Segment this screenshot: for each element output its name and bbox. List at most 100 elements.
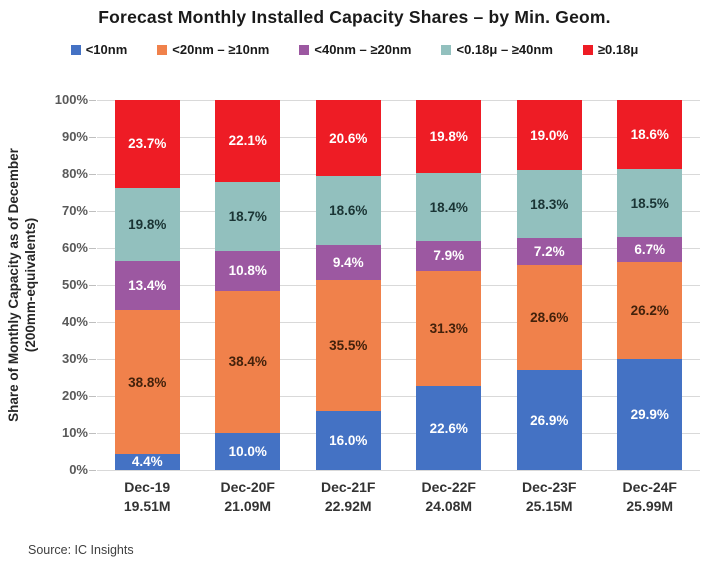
- bar-segment: 38.4%: [215, 290, 281, 433]
- x-axis-total: 25.15M: [525, 498, 573, 514]
- bar-segment: 9.4%: [315, 244, 381, 280]
- bar-segment: 10.0%: [215, 433, 281, 470]
- legend: <10nm <20nm – ≥10nm <40nm – ≥20nm <0.18μ – …: [0, 42, 709, 57]
- legend-label: ≥0.18μ: [597, 42, 639, 57]
- stacked-bar-Dec-24F: 29.9% 26.2% 6.7% 18.5% 18.6%: [617, 100, 683, 470]
- x-axis-labels: Dec-19 19.51M Dec-20F 21.09M Dec-21F 22.92M De…: [97, 478, 700, 516]
- x-axis-total: 25.99M: [626, 498, 674, 514]
- segment-value-label: 6.7%: [634, 242, 666, 258]
- bar-segment: 18.6%: [315, 176, 381, 245]
- legend-swatch: [441, 44, 452, 55]
- segment-value-label: 22.1%: [228, 133, 267, 149]
- bar-segment: 18.6%: [617, 100, 683, 169]
- tick-label: 30%: [61, 351, 88, 366]
- segment-value-label: 18.7%: [228, 208, 267, 224]
- x-axis-label: Dec-22F 24.08M: [399, 478, 500, 516]
- legend-label: <20nm – ≥10nm: [172, 42, 270, 57]
- segment-value-label: 20.6%: [329, 130, 368, 146]
- segment-value-label: 19.0%: [530, 127, 569, 143]
- segment-value-label: 31.3%: [429, 320, 468, 336]
- bar-segment: 19.8%: [416, 100, 482, 174]
- x-axis-label: Dec-19 19.51M: [97, 478, 198, 516]
- bar-segment: 28.6%: [516, 264, 582, 371]
- tick-label: 40%: [61, 314, 88, 329]
- segment-value-label: 18.4%: [429, 199, 468, 215]
- plot-area: 4.4% 38.8% 13.4% 19.8% 23.7% 10.0% 38.4% 10.8% 1…: [89, 100, 700, 471]
- legend-item-1: <20nm – ≥10nm: [157, 42, 269, 57]
- bar-segment: 18.5%: [617, 168, 683, 238]
- bar-segment: 13.4%: [114, 260, 180, 311]
- legend-item-3: <0.18μ – ≥40nm: [441, 42, 553, 57]
- stacked-bar-Dec-19: 4.4% 38.8% 13.4% 19.8% 23.7%: [114, 100, 180, 470]
- bar-column: 10.0% 38.4% 10.8% 18.7% 22.1%: [198, 100, 299, 470]
- tick-label: 90%: [61, 129, 88, 144]
- x-axis-total: 21.09M: [224, 498, 272, 514]
- bar-segment: 16.0%: [315, 410, 381, 470]
- bar-column: 26.9% 28.6% 7.2% 18.3% 19.0%: [499, 100, 600, 470]
- stacked-bar-Dec-21F: 16.0% 35.5% 9.4% 18.6% 20.6%: [315, 100, 381, 470]
- legend-item-2: <40nm – ≥20nm: [299, 42, 411, 57]
- tick-label: 20%: [61, 388, 88, 403]
- y-axis-ticks: 100% 90% 80% 70% 60% 50% 40% 30% 20% 10% 0%: [36, 92, 88, 477]
- bar-segment: 29.9%: [617, 359, 683, 470]
- bar-segment: 6.7%: [617, 237, 683, 263]
- segment-value-label: 9.4%: [332, 254, 364, 270]
- x-axis-category: Dec-23F: [522, 479, 577, 495]
- tick-label: 50%: [61, 277, 88, 292]
- segment-value-label: 10.0%: [228, 444, 267, 459]
- legend-swatch: [299, 44, 310, 55]
- x-axis-category: Dec-21F: [321, 479, 376, 495]
- chart-title: Forecast Monthly Installed Capacity Shar…: [98, 7, 611, 27]
- bar-segment: 10.8%: [215, 250, 281, 291]
- legend-swatch: [157, 44, 168, 55]
- y-axis-title: Share of Monthly Capacity as of December…: [5, 90, 39, 480]
- x-axis-label: Dec-24F 25.99M: [600, 478, 701, 516]
- segment-value-label: 18.6%: [329, 203, 368, 219]
- gridline: [97, 359, 700, 360]
- bar-segment: 26.2%: [617, 262, 683, 360]
- legend-label: <10nm: [85, 42, 128, 57]
- tick-mark: [89, 322, 96, 323]
- segment-value-label: 38.4%: [228, 354, 267, 370]
- tick-label: 10%: [61, 425, 88, 440]
- stacked-bar-Dec-22F: 22.6% 31.3% 7.9% 18.4% 19.8%: [416, 100, 482, 470]
- segment-value-label: 7.9%: [433, 248, 465, 264]
- tick-mark: [89, 359, 96, 360]
- segment-value-label: 18.5%: [630, 195, 669, 211]
- tick-mark: [89, 100, 96, 101]
- bar-segment: 20.6%: [315, 100, 381, 177]
- legend-label: <40nm – ≥20nm: [314, 42, 412, 57]
- bar-segment: 18.4%: [416, 173, 482, 242]
- bar-column: 16.0% 35.5% 9.4% 18.6% 20.6%: [298, 100, 399, 470]
- x-axis-total: 24.08M: [425, 498, 473, 514]
- source-text: Source: IC Insights: [28, 543, 134, 557]
- bar-segment: 26.9%: [516, 370, 582, 470]
- segment-value-label: 19.8%: [128, 216, 167, 232]
- tick-label: 60%: [61, 240, 88, 255]
- bar-segment: 7.2%: [516, 238, 582, 265]
- tick-mark: [89, 285, 96, 286]
- bar-segment: 4.4%: [114, 453, 180, 470]
- legend-label: <0.18μ – ≥40nm: [456, 42, 553, 57]
- bar-segment: 22.6%: [416, 386, 482, 470]
- tick-mark: [89, 211, 96, 212]
- x-axis-category: Dec-19: [124, 479, 171, 495]
- stacked-bar-Dec-20F: 10.0% 38.4% 10.8% 18.7% 22.1%: [215, 100, 281, 470]
- gridline: [97, 211, 700, 212]
- x-axis-label: Dec-23F 25.15M: [499, 478, 600, 516]
- bar-segment: 22.1%: [215, 100, 281, 182]
- x-axis-category: Dec-22F: [421, 479, 476, 495]
- tick-mark: [89, 174, 96, 175]
- x-axis-category: Dec-24F: [622, 479, 677, 495]
- bar-segment: 19.8%: [114, 187, 180, 261]
- stacked-bar-Dec-23F: 26.9% 28.6% 7.2% 18.3% 19.0%: [516, 100, 582, 470]
- bar-segment: 19.0%: [516, 100, 582, 171]
- bar-column: 22.6% 31.3% 7.9% 18.4% 19.8%: [399, 100, 500, 470]
- gridline: [97, 248, 700, 249]
- bar-segment: 31.3%: [416, 270, 482, 387]
- gridline: [97, 396, 700, 397]
- bar-segment: 35.5%: [315, 279, 381, 411]
- legend-item-4: ≥0.18μ: [582, 42, 639, 57]
- segment-value-label: 18.3%: [530, 196, 569, 212]
- segment-value-label: 19.8%: [429, 129, 468, 145]
